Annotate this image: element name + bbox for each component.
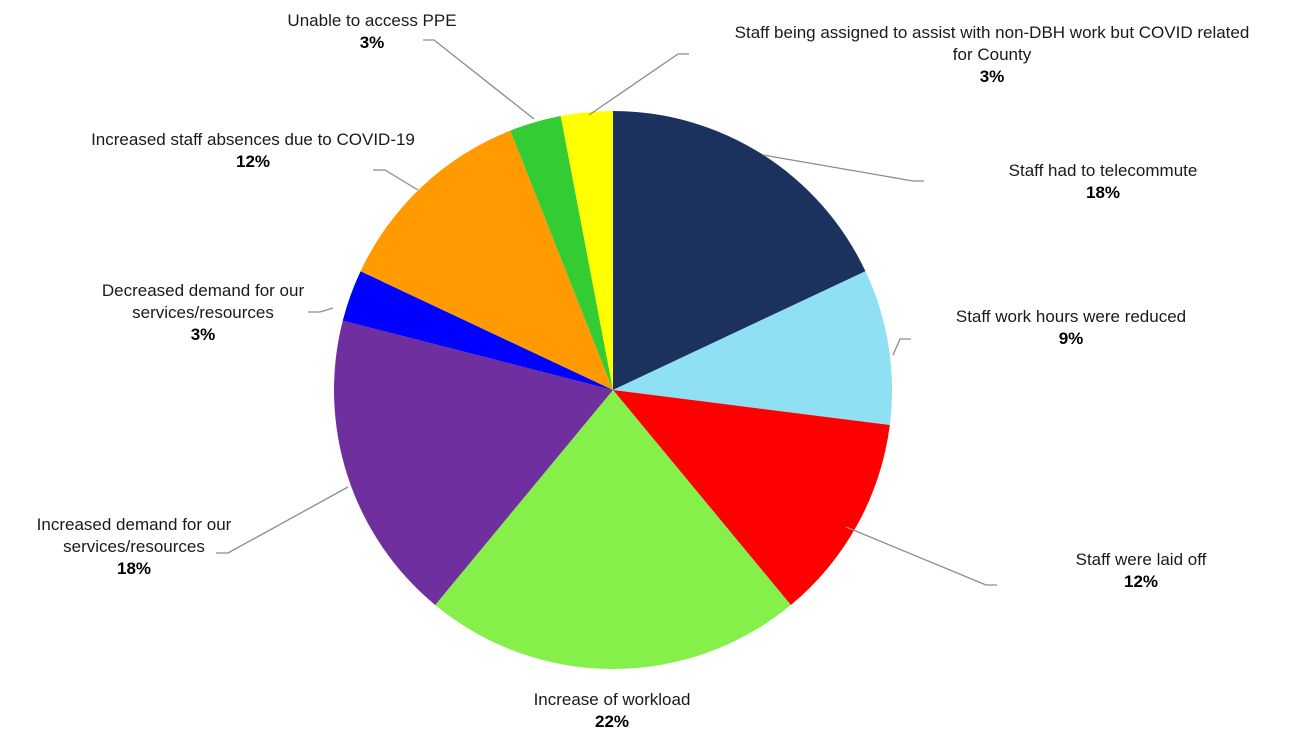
leader-line-9 [588,53,689,116]
pie-slice-4 [435,390,791,669]
slice-label-2: Staff work hours were reduced [956,307,1186,326]
slice-label-8: Unable to access PPE [287,11,456,30]
pie-slice-9 [560,111,613,390]
slice-percent-1: 18% [1086,183,1120,202]
slice-label-9: Staff being assigned to assist with non-… [735,23,1250,64]
slice-label-3: Staff were laid off [1076,550,1207,569]
leader-lines [216,39,997,586]
pie-slices [334,111,893,669]
slice-percent-7: 12% [236,152,270,171]
slice-percent-5: 18% [117,559,151,578]
pie-slice-3 [613,390,890,605]
pie-slice-7 [360,130,613,390]
slice-percent-8: 3% [360,33,385,52]
slice-label-6: Decreased demand for our services/resourc… [102,281,305,322]
slice-percent-9: 3% [980,67,1005,86]
leader-line-2 [892,338,911,356]
leader-line-1 [762,154,924,182]
leader-line-8 [423,39,535,120]
pie-slice-2 [613,271,893,425]
slice-percent-3: 12% [1124,572,1158,591]
pie-slice-5 [334,320,613,605]
leader-line-3 [845,526,997,586]
slice-percent-2: 9% [1059,329,1084,348]
pie-slice-8 [510,115,613,390]
leader-line-7 [373,169,419,191]
slice-percent-4: 22% [595,712,629,731]
slice-percent-6: 3% [191,325,216,344]
slice-label-7: Increased staff absences due to COVID-19 [91,130,415,149]
slice-label-4: Increase of workload [534,690,691,709]
pie-slice-6 [342,271,613,390]
slice-label-1: Staff had to telecommute [1009,161,1198,180]
leader-line-6 [308,307,334,313]
slice-label-5: Increased demand for our services/resourc… [37,515,232,556]
pie-slice-1 [613,111,866,390]
leader-line-5 [216,486,349,554]
slice-labels: Staff had to telecommute 18% Staff work ho… [37,11,1250,731]
